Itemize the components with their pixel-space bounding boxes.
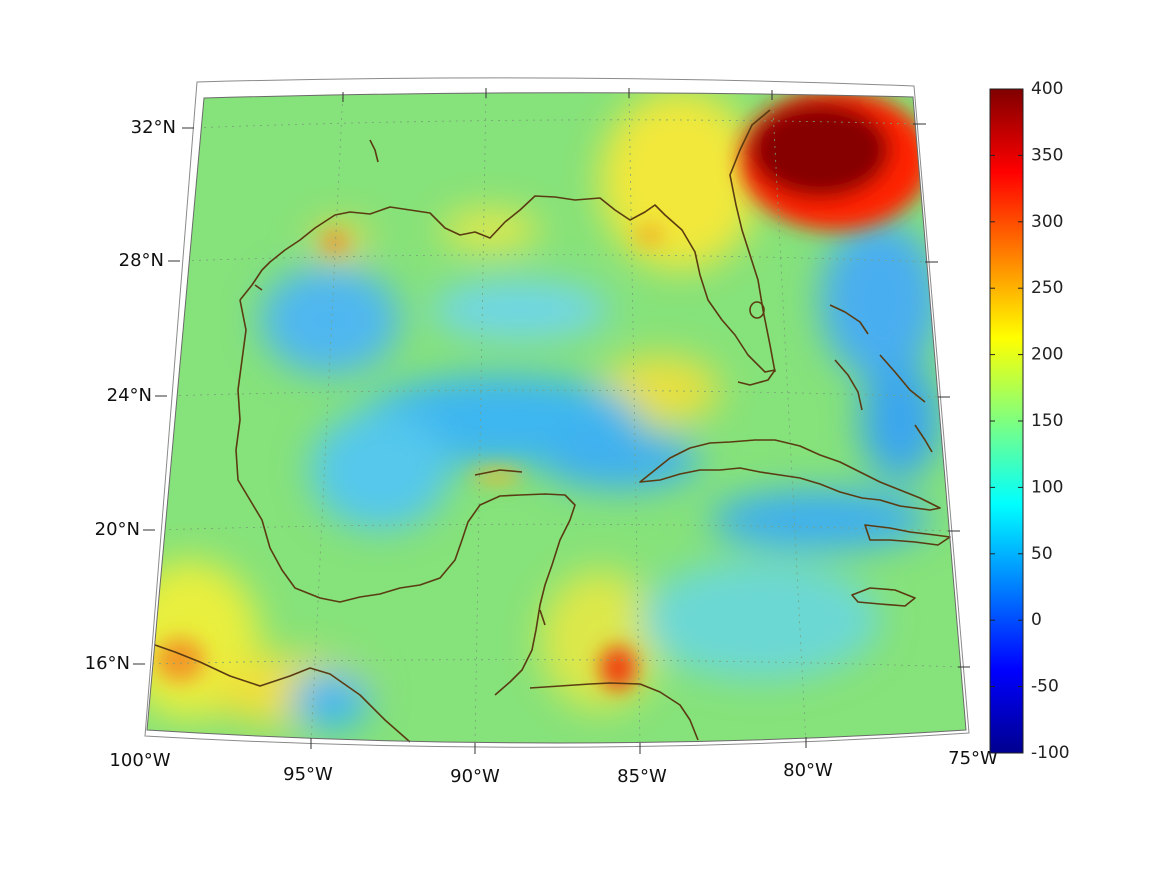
colorbar-tick-label: 150	[1031, 411, 1063, 431]
map-frame	[144, 77, 970, 748]
colorbar-tick-label: -100	[1031, 743, 1070, 763]
colorbar-tick-label: -50	[1031, 677, 1059, 697]
lat-label-28n: 28°N	[119, 250, 164, 271]
colorbar-tick-label: 250	[1031, 278, 1063, 298]
colorbar: 400 350 300 250 200 150 100 50 0 -50 -100	[989, 79, 1070, 763]
colorbar-labels: 400 350 300 250 200 150 100 50 0 -50 -100	[1031, 79, 1070, 763]
colorbar-tick-label: 0	[1031, 610, 1042, 630]
lon-label-90w: 90°W	[450, 766, 500, 787]
lat-label-16n: 16°N	[85, 653, 130, 674]
colorbar-tick-label: 200	[1031, 345, 1063, 365]
lon-label-75w: 75°W	[948, 748, 998, 769]
frame-ticks	[133, 88, 970, 754]
graticule	[147, 92, 963, 744]
lon-label-100w: 100°W	[109, 750, 170, 771]
data-field-heatmap	[147, 92, 966, 744]
lon-label-85w: 85°W	[617, 766, 667, 787]
lat-label-24n: 24°N	[107, 385, 152, 406]
lon-label-80w: 80°W	[783, 760, 833, 781]
lat-label-32n: 32°N	[131, 117, 176, 138]
lat-label-20n: 20°N	[95, 519, 140, 540]
colorbar-tick-label: 350	[1031, 145, 1063, 165]
colorbar-tick-label: 400	[1031, 79, 1063, 99]
colorbar-ticks	[990, 88, 1023, 754]
colorbar-tick-label: 300	[1031, 212, 1063, 232]
colorbar-tick-label: 100	[1031, 477, 1063, 497]
lon-label-95w: 95°W	[283, 764, 333, 785]
coastlines	[154, 109, 951, 743]
colorbar-tick-label: 50	[1031, 544, 1053, 564]
